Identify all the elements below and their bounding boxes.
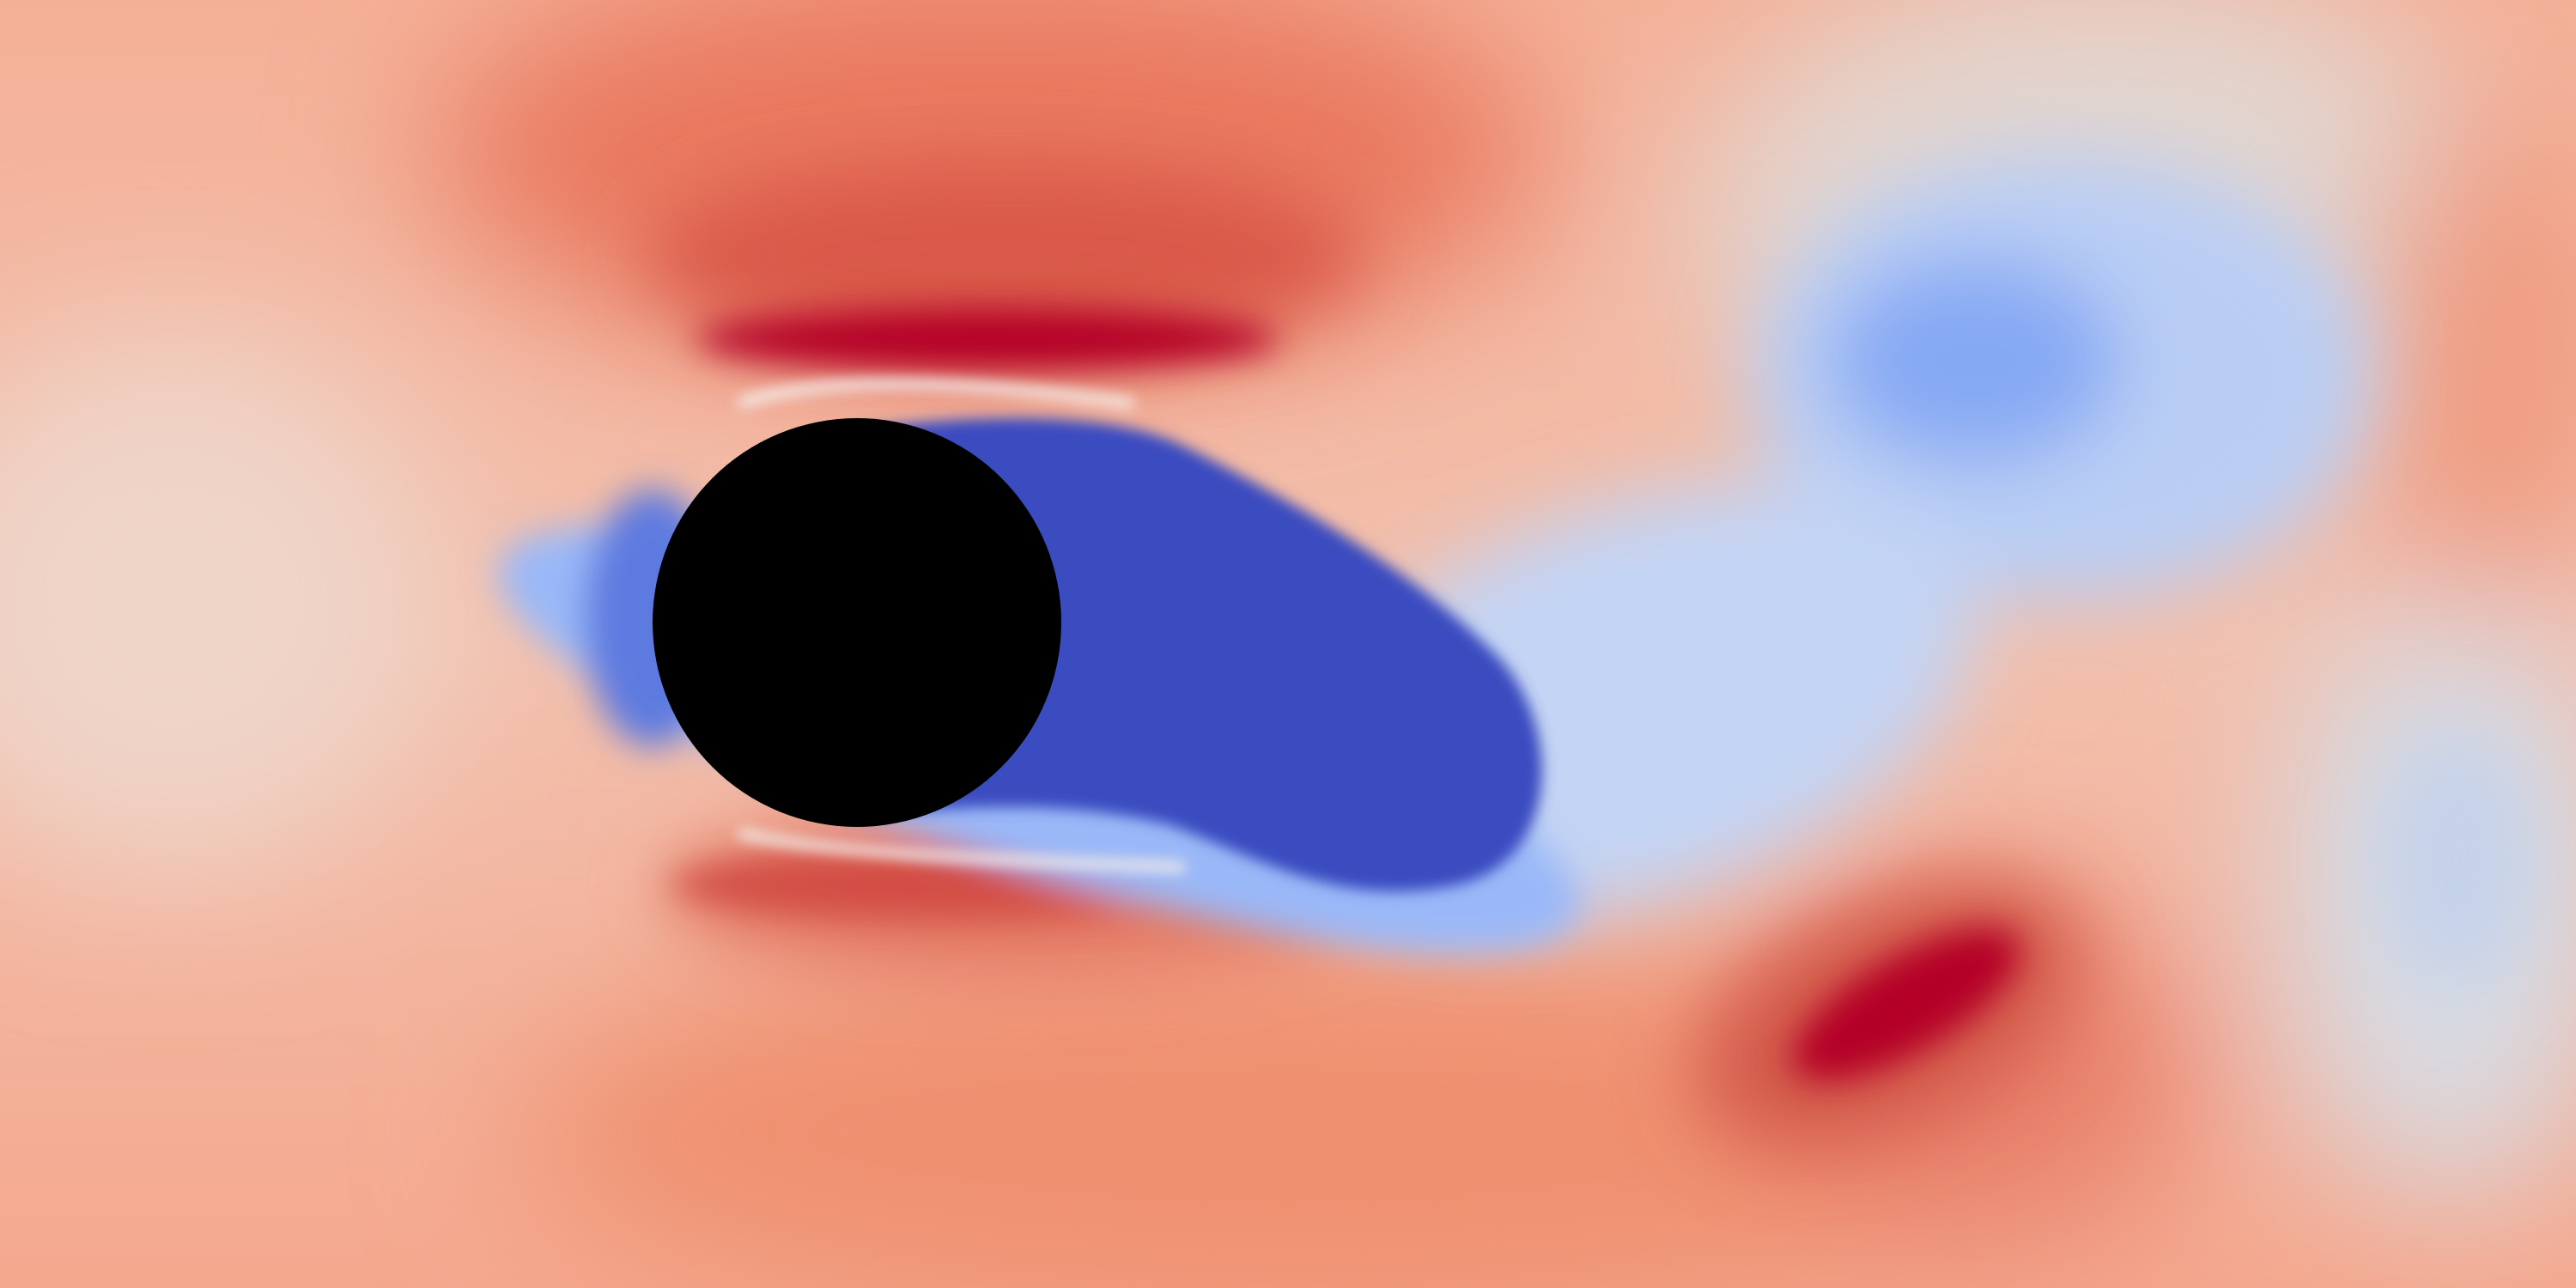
cylinder-obstacle: [653, 418, 1061, 827]
